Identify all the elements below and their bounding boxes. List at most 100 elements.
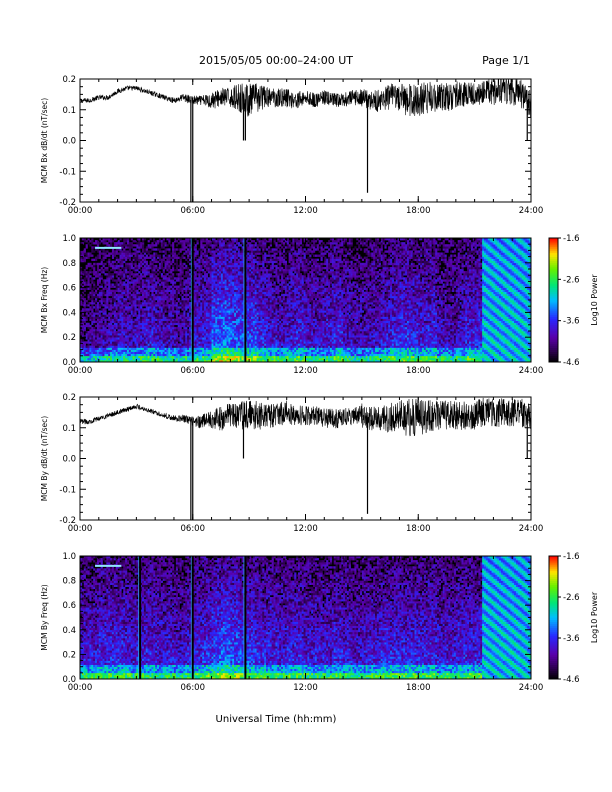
heatmap-cell <box>121 256 124 259</box>
heatmap-cell <box>113 345 117 348</box>
heatmap-cell <box>211 333 214 336</box>
heatmap-cell <box>80 260 83 264</box>
heatmap-cell <box>162 335 165 338</box>
heatmap-cell <box>224 347 227 350</box>
heatmap-cell <box>224 285 227 288</box>
heatmap-cell <box>205 339 209 342</box>
heatmap-cell <box>98 345 101 348</box>
heatmap-cell <box>219 250 222 253</box>
heatmap-cell <box>188 291 192 295</box>
heatmap-cell <box>234 316 237 319</box>
heatmap-cell <box>172 343 175 346</box>
heatmap-cell <box>170 293 173 297</box>
heatmap-cell <box>106 244 109 247</box>
heatmap-cell <box>111 326 115 330</box>
heatmap-cell <box>204 351 207 355</box>
heatmap-cell <box>98 316 101 319</box>
heatmap-cell <box>87 347 90 350</box>
heatmap-cell <box>166 337 169 340</box>
heatmap-cell <box>224 289 227 293</box>
heatmap-cell <box>111 345 115 348</box>
heatmap-cell <box>219 310 222 313</box>
heatmap-cell <box>151 326 154 330</box>
heatmap-cell <box>235 324 239 328</box>
heatmap-cell <box>106 331 109 334</box>
heatmap-cell <box>192 246 195 249</box>
heatmap-cell <box>213 322 216 326</box>
heatmap-cell <box>157 289 160 293</box>
heatmap-cell <box>115 318 118 321</box>
heatmap-cell <box>213 343 216 346</box>
heatmap-cell <box>95 355 98 359</box>
heatmap-cell <box>209 326 212 330</box>
heatmap-cell <box>162 260 165 264</box>
heatmap-cell <box>111 337 115 340</box>
heatmap-cell <box>143 279 147 282</box>
heatmap-cell <box>200 345 203 348</box>
heatmap-cell <box>111 262 115 266</box>
heatmap-cell <box>252 310 256 313</box>
heatmap-cell <box>173 289 177 293</box>
heatmap-cell <box>192 273 195 276</box>
heatmap-cell <box>198 351 201 355</box>
heatmap-cell <box>198 260 201 264</box>
heatmap-cell <box>93 343 96 346</box>
heatmap-cell <box>143 281 147 284</box>
heatmap-cell <box>226 306 229 309</box>
heatmap-cell <box>220 248 224 251</box>
heatmap-cell <box>125 256 128 259</box>
heatmap-cell <box>252 347 256 350</box>
heatmap-cell <box>219 339 222 342</box>
heatmap-cell <box>202 328 205 332</box>
heatmap-cell <box>130 333 133 336</box>
heatmap-cell <box>168 314 171 317</box>
heatmap-cell <box>138 260 141 264</box>
heatmap-cell <box>104 281 107 284</box>
heatmap-cell <box>188 275 192 278</box>
heatmap-cell <box>217 345 220 348</box>
heatmap-cell <box>239 355 242 359</box>
heatmap-cell <box>179 240 182 243</box>
heatmap-cell <box>213 262 216 266</box>
heatmap-cell <box>157 310 160 313</box>
heatmap-cell <box>138 297 141 301</box>
heatmap-cell <box>234 291 237 295</box>
heatmap-cell <box>111 316 115 319</box>
heatmap-cell <box>117 248 120 251</box>
heatmap-cell <box>106 242 109 245</box>
heatmap-cell <box>113 252 117 255</box>
heatmap-cell <box>205 289 209 293</box>
heatmap-cell <box>95 262 98 266</box>
heatmap-cell <box>168 320 171 324</box>
heatmap-cell <box>215 302 218 305</box>
heatmap-cell <box>192 300 195 303</box>
heatmap-cell <box>187 318 190 321</box>
heatmap-cell <box>207 285 210 288</box>
heatmap-cell <box>170 275 173 278</box>
heatmap-cell <box>93 300 96 303</box>
heatmap-cell <box>219 254 222 257</box>
heatmap-cell <box>125 326 128 330</box>
heatmap-cell <box>200 266 203 270</box>
heatmap-cell <box>160 283 163 286</box>
heatmap-cell <box>142 343 145 346</box>
heatmap-cell <box>149 331 152 334</box>
heatmap-cell <box>213 318 216 321</box>
heatmap-cell <box>128 314 132 317</box>
heatmap-cell <box>198 285 201 288</box>
heatmap-cell <box>211 260 214 264</box>
heatmap-cell <box>81 271 85 274</box>
heatmap-cell <box>249 357 252 361</box>
heatmap-cell <box>204 341 207 344</box>
heatmap-cell <box>220 320 224 324</box>
heatmap-cell <box>220 308 224 311</box>
heatmap-cell <box>102 322 105 326</box>
heatmap-cell <box>132 240 135 243</box>
heatmap-cell <box>211 322 214 326</box>
heatmap-cell <box>170 281 173 284</box>
heatmap-cell <box>232 242 235 245</box>
heatmap-cell <box>119 297 122 301</box>
heatmap-cell <box>228 269 231 272</box>
heatmap-cell <box>149 293 152 297</box>
heatmap-cell <box>209 271 212 274</box>
